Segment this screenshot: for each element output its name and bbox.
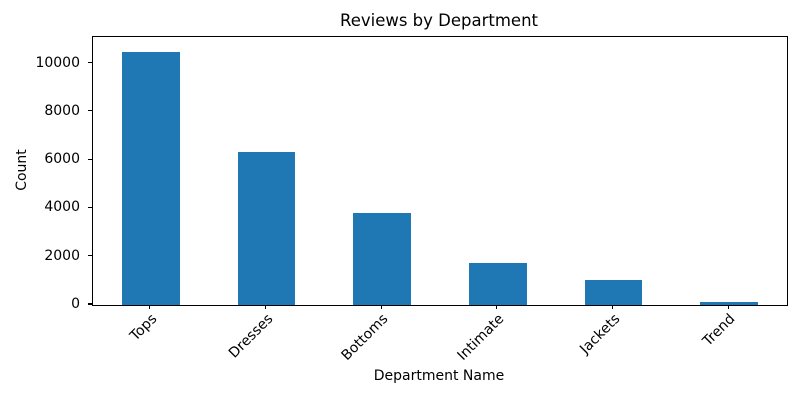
y-tick-label: 8000	[44, 102, 80, 119]
y-tick-label: 6000	[44, 151, 80, 168]
y-tick-label: 10000	[35, 54, 80, 71]
y-tick-mark	[88, 110, 92, 112]
bar-bottoms	[353, 213, 412, 305]
plot-area	[92, 36, 788, 306]
bar-intimate	[468, 263, 527, 305]
x-tick-mark	[611, 305, 614, 310]
x-tick-label: Tops	[126, 311, 161, 345]
x-tick-label: Bottoms	[338, 311, 392, 364]
y-tick-mark	[88, 61, 92, 64]
bar-tops	[121, 52, 180, 305]
y-tick-mark	[88, 158, 92, 160]
x-tick-label: Intimate	[454, 311, 508, 364]
x-tick-label: Jackets	[576, 311, 623, 358]
x-tick-mark	[149, 305, 151, 310]
y-tick-label: 0	[71, 296, 80, 312]
bar-dresses	[237, 152, 296, 305]
x-tick-mark	[727, 305, 729, 310]
y-tick-mark	[88, 303, 92, 305]
x-tick-label: Trend	[700, 311, 739, 350]
x-axis-label: Department Name	[373, 368, 505, 384]
x-tick-mark	[496, 305, 498, 310]
y-tick-label: 4000	[44, 199, 80, 216]
bar-jackets	[584, 280, 643, 305]
x-tick-label: Dresses	[225, 311, 276, 362]
x-tick-mark	[380, 305, 382, 310]
x-tick-mark	[264, 305, 267, 310]
y-tick-mark	[88, 206, 92, 208]
chart-title: Reviews by Department	[339, 11, 539, 30]
y-tick-mark	[88, 255, 92, 257]
y-tick-label: 2000	[44, 247, 80, 264]
bar-trend	[700, 302, 759, 305]
